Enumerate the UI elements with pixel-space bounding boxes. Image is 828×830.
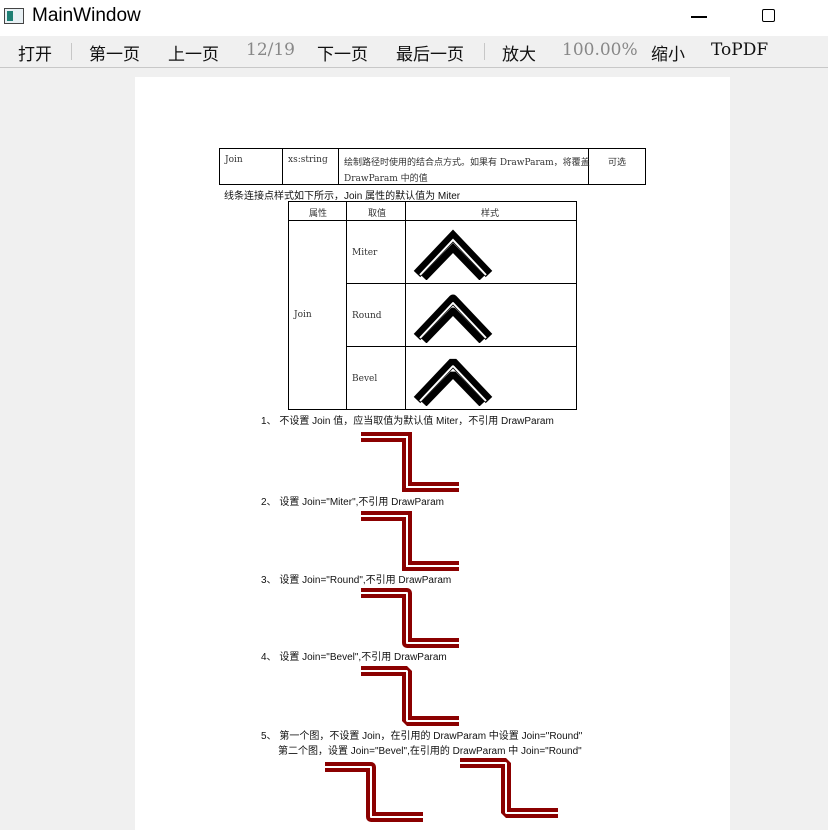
first-page-button[interactable]: 第一页 [89,45,140,65]
example-2-caption: 2、 设置 Join="Miter",不引用 DrawParam [261,497,444,508]
title-bar: MainWindow [0,0,828,36]
example-3-stair-icon [361,588,459,648]
value-miter: Miter [352,248,378,258]
attr-description-line1: 绘制路径时使用的结合点方式。如果有 DrawParam，将覆盖 [344,158,590,168]
join-style-table: 属性 取值 样式 Join Miter Round Bevel [288,201,577,410]
to-pdf-button[interactable]: ToPDF [711,40,769,60]
miter-join-icon [413,229,493,280]
join-intro-text: 线条连接点样式如下所示，Join 属性的默认值为 Miter [224,191,461,202]
zoom-in-button[interactable]: 放大 [502,45,536,65]
example-3-caption: 3、 设置 Join="Round",不引用 DrawParam [261,575,452,586]
join-attribute-cell: Join [294,310,312,320]
example-2-stair-icon [361,511,459,571]
example-4-stair-icon [361,666,459,726]
maximize-button[interactable] [746,0,792,34]
attr-name: Join [225,155,243,165]
last-page-button[interactable]: 最后一页 [396,45,464,65]
example-5-caption-line2: 第二个图，设置 Join="Bevel",在引用的 DrawParam 中 Jo… [278,746,582,757]
window-title: MainWindow [32,5,141,26]
bevel-join-icon [413,358,493,406]
example-1-caption: 1、 不设置 Join 值，应当取值为默认值 Miter，不引用 DrawPar… [261,416,554,427]
example-4-caption: 4、 设置 Join="Bevel",不引用 DrawParam [261,652,447,663]
round-join-icon [413,294,493,343]
example-5b-stair-icon [460,758,558,818]
value-bevel: Bevel [352,374,378,384]
app-window-icon [4,8,24,24]
open-button[interactable]: 打开 [18,45,52,65]
prev-page-button[interactable]: 上一页 [168,45,219,65]
document-page: Join xs:string 绘制路径时使用的结合点方式。如果有 DrawPar… [135,77,730,830]
zoom-level: 100.00% [562,40,638,60]
attr-required: 可选 [608,158,627,168]
minimize-icon [691,16,707,18]
toolbar: 打开 第一页 上一页 12/19 下一页 最后一页 放大 100.00% 缩小 … [0,36,828,68]
header-style: 样式 [481,209,500,219]
maximize-icon [762,9,775,22]
value-round: Round [352,311,382,321]
attribute-row-table: Join xs:string 绘制路径时使用的结合点方式。如果有 DrawPar… [219,148,646,185]
example-1-stair-icon [361,432,459,492]
header-attribute: 属性 [309,209,328,219]
zoom-out-button[interactable]: 缩小 [651,45,685,65]
toolbar-separator [484,43,485,60]
attr-description-line2: DrawParam 中的值 [344,174,428,184]
example-5-caption: 5、 第一个图，不设置 Join，在引用的 DrawParam 中设置 Join… [261,731,583,742]
next-page-button[interactable]: 下一页 [317,45,368,65]
example-5a-stair-icon [325,762,423,822]
minimize-button[interactable] [676,0,722,34]
header-value: 取值 [368,209,387,219]
toolbar-separator [71,43,72,60]
attr-type: xs:string [288,155,328,165]
page-indicator: 12/19 [246,40,295,60]
